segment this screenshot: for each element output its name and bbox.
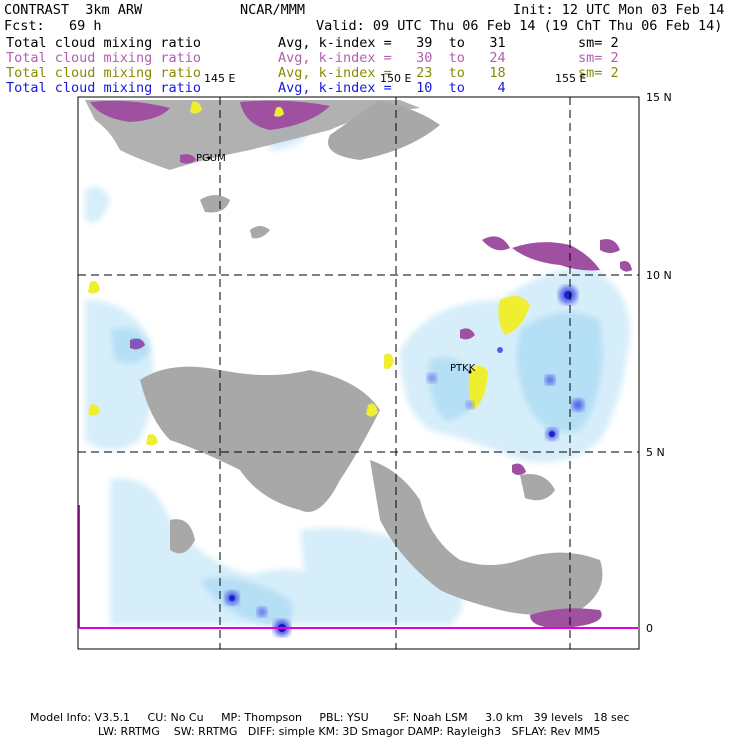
field-name-3: Total cloud mixing ratio <box>6 65 202 81</box>
lat-label-15n: 15 N <box>646 91 672 104</box>
lon-label-150: 150 E <box>380 72 411 85</box>
forecast-hour: Fcst: 69 h <box>4 18 102 34</box>
lon-label-145: 145 E <box>204 72 235 85</box>
field-sm-3: sm= 2 <box>578 65 619 81</box>
model-info-line-1: Model Info: V3.5.1 CU: No Cu MP: Thompso… <box>30 711 630 724</box>
init-time: Init: 12 UTC Mon 03 Feb 14 <box>513 2 725 18</box>
yellow-cloud-region <box>88 101 530 446</box>
magenta-boundary <box>78 505 638 629</box>
field-stat-2: Avg, k-index = 30 to 24 <box>278 50 506 66</box>
field-sm-2: sm= 2 <box>578 50 619 66</box>
map-frame <box>77 96 640 650</box>
station-label-pgum: PGUM <box>196 153 226 164</box>
blue-cloud-maxima <box>132 286 584 636</box>
field-stat-1: Avg, k-index = 39 to 31 <box>278 35 506 51</box>
station-marker-pgum <box>207 156 211 160</box>
field-stat-3: Avg, k-index = 23 to 18 <box>278 65 506 81</box>
model-info-line-2: LW: RRTMG SW: RRTMG DIFF: simple KM: 3D … <box>98 725 601 738</box>
model-title: CONTRAST 3km ARW <box>4 2 143 18</box>
field-sm-1: sm= 2 <box>578 35 619 51</box>
valid-time: Valid: 09 UTC Thu 06 Feb 14 (19 ChT Thu … <box>316 18 723 34</box>
field-name-4: Total cloud mixing ratio <box>6 80 202 96</box>
field-name-2: Total cloud mixing ratio <box>6 50 202 66</box>
lat-label-0: 0 <box>646 622 653 635</box>
lat-label-5n: 5 N <box>646 446 665 459</box>
gray-cloud-region <box>85 100 603 615</box>
lat-label-10n: 10 N <box>646 269 672 282</box>
station-marker-ptkk <box>468 370 472 374</box>
lon-label-155: 155 E <box>555 72 586 85</box>
station-label-ptkk: PTKK <box>450 363 476 374</box>
field-name-1: Total cloud mixing ratio <box>6 35 202 51</box>
map-fields <box>85 100 632 636</box>
purple-cloud-region <box>90 100 632 628</box>
organization: NCAR/MMM <box>240 2 306 18</box>
field-stat-4: Avg, k-index = 10 to 4 <box>278 80 506 96</box>
